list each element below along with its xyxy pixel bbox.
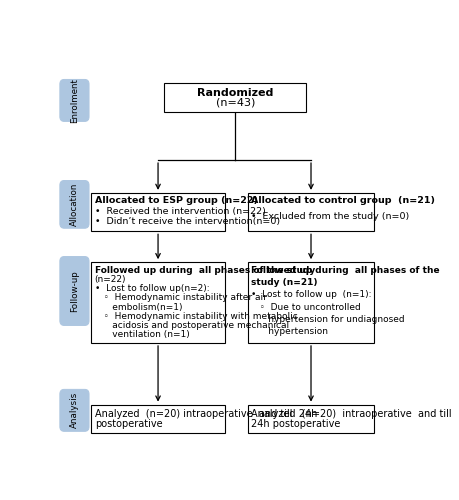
FancyBboxPatch shape [248, 193, 374, 232]
Text: Analyzed  (n=20)  intraoperative  and till: Analyzed (n=20) intraoperative and till [251, 409, 452, 419]
Text: ◦  Hemodynamic instability after air: ◦ Hemodynamic instability after air [95, 294, 267, 302]
FancyBboxPatch shape [91, 193, 224, 232]
Text: Allocation: Allocation [70, 182, 79, 226]
Text: Follow-up: Follow-up [70, 270, 79, 312]
Text: (n=22): (n=22) [95, 275, 126, 284]
Text: •  Excluded from the study (n=0): • Excluded from the study (n=0) [251, 212, 409, 221]
Text: Randomized: Randomized [197, 88, 274, 98]
Text: •  Didn’t receive the intervention(n=0): • Didn’t receive the intervention(n=0) [95, 218, 280, 226]
Text: •  Lost to follow up(n=2):: • Lost to follow up(n=2): [95, 284, 209, 293]
Text: embolism(n=1): embolism(n=1) [95, 302, 182, 312]
FancyBboxPatch shape [60, 256, 89, 326]
Text: Followed up during  all phases of the: Followed up during all phases of the [251, 266, 440, 274]
FancyBboxPatch shape [60, 390, 89, 432]
Text: ◦  Hemodynamic instability with metabolic: ◦ Hemodynamic instability with metabolic [95, 312, 297, 321]
Text: Analysis: Analysis [70, 392, 79, 428]
FancyBboxPatch shape [60, 80, 89, 122]
Text: (n=43): (n=43) [216, 98, 255, 108]
FancyBboxPatch shape [60, 180, 89, 228]
Text: study (n=21): study (n=21) [251, 278, 318, 287]
Text: Followed up during  all phases of the study: Followed up during all phases of the stu… [95, 266, 315, 274]
Text: ventilation (n=1): ventilation (n=1) [95, 330, 190, 340]
FancyBboxPatch shape [248, 262, 374, 343]
Text: Allocated to ESP group (n=22): Allocated to ESP group (n=22) [95, 196, 257, 205]
Text: Enrolment: Enrolment [70, 78, 79, 123]
Text: Analyzed  (n=20) intraoperative  and till  24h: Analyzed (n=20) intraoperative and till … [95, 409, 317, 419]
Text: •  Received the intervention (n=22): • Received the intervention (n=22) [95, 207, 266, 216]
Text: Allocated to control group  (n=21): Allocated to control group (n=21) [251, 196, 435, 205]
FancyBboxPatch shape [164, 83, 307, 112]
FancyBboxPatch shape [91, 404, 224, 434]
FancyBboxPatch shape [248, 404, 374, 434]
Text: ◦  Due to uncontrolled: ◦ Due to uncontrolled [251, 302, 361, 312]
Text: 24h postoperative: 24h postoperative [251, 419, 341, 429]
Text: hypertension for undiagnosed: hypertension for undiagnosed [251, 315, 405, 324]
FancyBboxPatch shape [91, 262, 224, 343]
Text: acidosis and postoperative mechanical: acidosis and postoperative mechanical [95, 321, 289, 330]
Text: hypertension: hypertension [251, 327, 328, 336]
Text: postoperative: postoperative [95, 419, 162, 429]
Text: •  Lost to follow up  (n=1):: • Lost to follow up (n=1): [251, 290, 372, 299]
